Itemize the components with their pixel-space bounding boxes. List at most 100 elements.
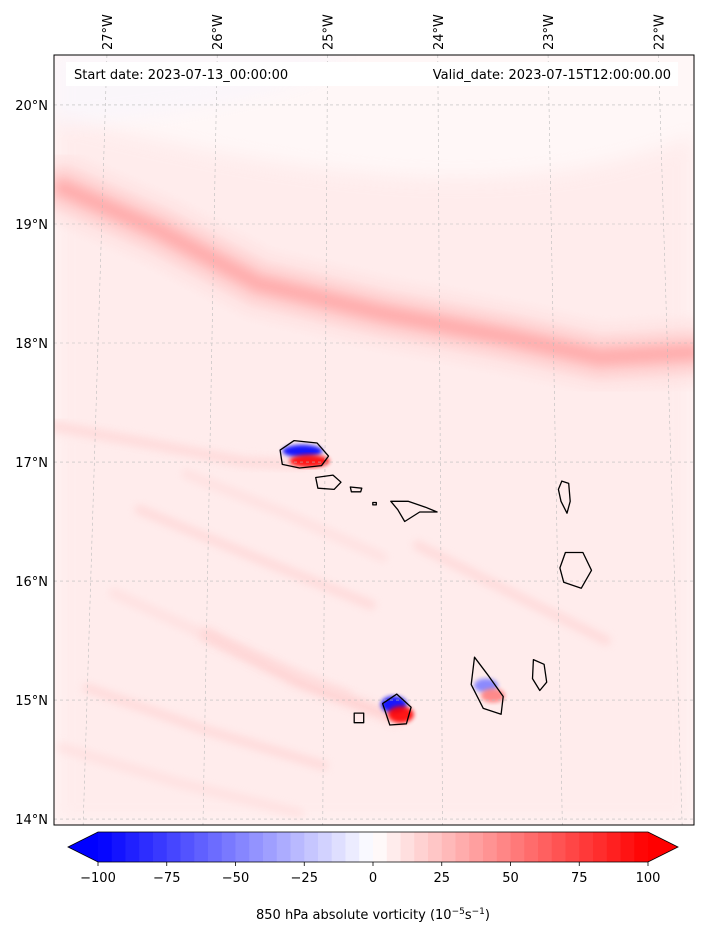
colorbar-segment [221, 832, 237, 862]
wake-streak [181, 468, 388, 563]
colorbar-segment [235, 832, 250, 862]
colorbar-segment [318, 832, 333, 862]
colorbar-extend-low [68, 832, 98, 862]
colorbar-segment [194, 832, 209, 862]
colorbar-label-end: ) [485, 908, 490, 923]
colorbar-segment [180, 832, 195, 862]
colorbar-segment [593, 832, 608, 862]
colorbar-label-sup1: −5 [452, 907, 465, 917]
longitude-tick-label: 25°W [322, 14, 337, 50]
positive-vorticity-lobe [387, 706, 414, 723]
latitude-tick-label: 20°N [15, 99, 48, 114]
colorbar-segment [373, 832, 388, 862]
colorbar-segment [496, 832, 512, 862]
negative-vorticity-lobe [282, 444, 323, 458]
island-coastline [557, 480, 571, 514]
island-coastline [315, 474, 342, 491]
lee-wake-santo-antao-band [54, 423, 305, 468]
wake-streak [134, 504, 376, 610]
meridian-gridline [437, 55, 443, 825]
latitude-tick-label: 17°N [15, 456, 48, 471]
island-coastline [559, 551, 593, 589]
colorbar-segment [290, 832, 305, 862]
colorbar-segment [153, 832, 168, 862]
longitude-tick-label: 24°W [432, 14, 447, 50]
gridlines [54, 55, 694, 825]
colorbar-segment [359, 832, 374, 862]
island-coastline [390, 500, 438, 523]
island-coastline [353, 712, 365, 724]
colorbar-label: 850 hPa absolute vorticity (10−5s−1) [256, 907, 490, 923]
colorbar-segment [469, 832, 484, 862]
colorbar-segment [579, 832, 594, 862]
colorbar-segment [428, 832, 443, 862]
colorbar-tick-label: −100 [80, 871, 116, 886]
wake-streak [56, 742, 304, 819]
island-coastline [470, 656, 504, 715]
colorbar-label-mid: s [465, 908, 472, 923]
colorbar-segment [139, 832, 154, 862]
colorbar-tick-label: 25 [433, 871, 450, 886]
positive-vorticity-lobe [480, 688, 505, 703]
colorbar-segment [414, 832, 429, 862]
colorbar-segment [386, 832, 402, 862]
colorbar-segment [551, 832, 567, 862]
longitude-tick-label: 26°W [211, 14, 226, 50]
colorbar-segment [565, 832, 580, 862]
positive-vorticity-lobe [289, 454, 330, 468]
colorbar-segment [304, 832, 319, 862]
colorbar-segment [606, 832, 622, 862]
colorbar-segment [400, 832, 415, 862]
colorbar-segment [538, 832, 553, 862]
wake-streak [108, 587, 353, 700]
island-coastline [372, 501, 377, 506]
latitude-tick-label: 19°N [15, 218, 48, 233]
colorbar-label-main: 850 hPa absolute vorticity (10 [256, 908, 452, 923]
colorbar-tick-label: 50 [502, 871, 519, 886]
colorbar-segment [345, 832, 360, 862]
colorbar: −100 −75 −50 −25 0 25 50 75 100 [67, 831, 679, 886]
map-panel [53, 54, 695, 826]
shear-band-north-band [57, 182, 694, 364]
header-box: Start date: 2023-07-13_00:00:00 Valid_da… [66, 62, 678, 86]
latitude-tick-label: 15°N [15, 694, 48, 709]
colorbar-segment [455, 832, 470, 862]
island-coastline [531, 658, 548, 692]
meridian-gridline [547, 55, 563, 825]
longitude-tick-labels: 27°W 26°W 25°W 24°W 23°W 22°W [101, 14, 667, 50]
latitude-tick-label: 18°N [15, 337, 48, 352]
wake-streak [412, 540, 611, 646]
colorbar-segment [249, 832, 264, 862]
colorbar-segment [208, 832, 223, 862]
colorbar-tick-label: −25 [291, 871, 318, 886]
colorbar-segment [125, 832, 140, 862]
colorbar-segment [166, 832, 182, 862]
latitude-tick-label: 16°N [15, 575, 48, 590]
island-coastline [279, 439, 330, 469]
colorbar-segment [620, 832, 635, 862]
colorbar-segment [524, 832, 539, 862]
island-coastline [349, 486, 363, 493]
colorbar-segment [276, 832, 292, 862]
start-date-label: Start date: 2023-07-13_00:00:00 [74, 68, 288, 83]
colorbar-segment [483, 832, 498, 862]
colorbar-tick-label: −50 [222, 871, 249, 886]
header-background [66, 62, 678, 86]
longitude-tick-label: 22°W [652, 14, 667, 50]
colorbar-tick-label: 0 [369, 871, 377, 886]
colorbar-label-sup2: −1 [472, 907, 485, 917]
island-coastline [381, 693, 412, 726]
colorbar-segment [441, 832, 457, 862]
latitude-tick-label: 14°N [15, 813, 48, 828]
coastlines [279, 439, 593, 726]
colorbar-segment [510, 832, 525, 862]
meridian-gridline [82, 55, 108, 825]
meridian-gridline [658, 55, 683, 825]
meridian-gridline [322, 55, 328, 825]
colorbar-tick-label: 75 [571, 871, 588, 886]
colorbar-segment [331, 832, 347, 862]
meridian-gridline [202, 55, 218, 825]
colorbar-segment [111, 832, 127, 862]
colorbar-segment [98, 832, 113, 862]
